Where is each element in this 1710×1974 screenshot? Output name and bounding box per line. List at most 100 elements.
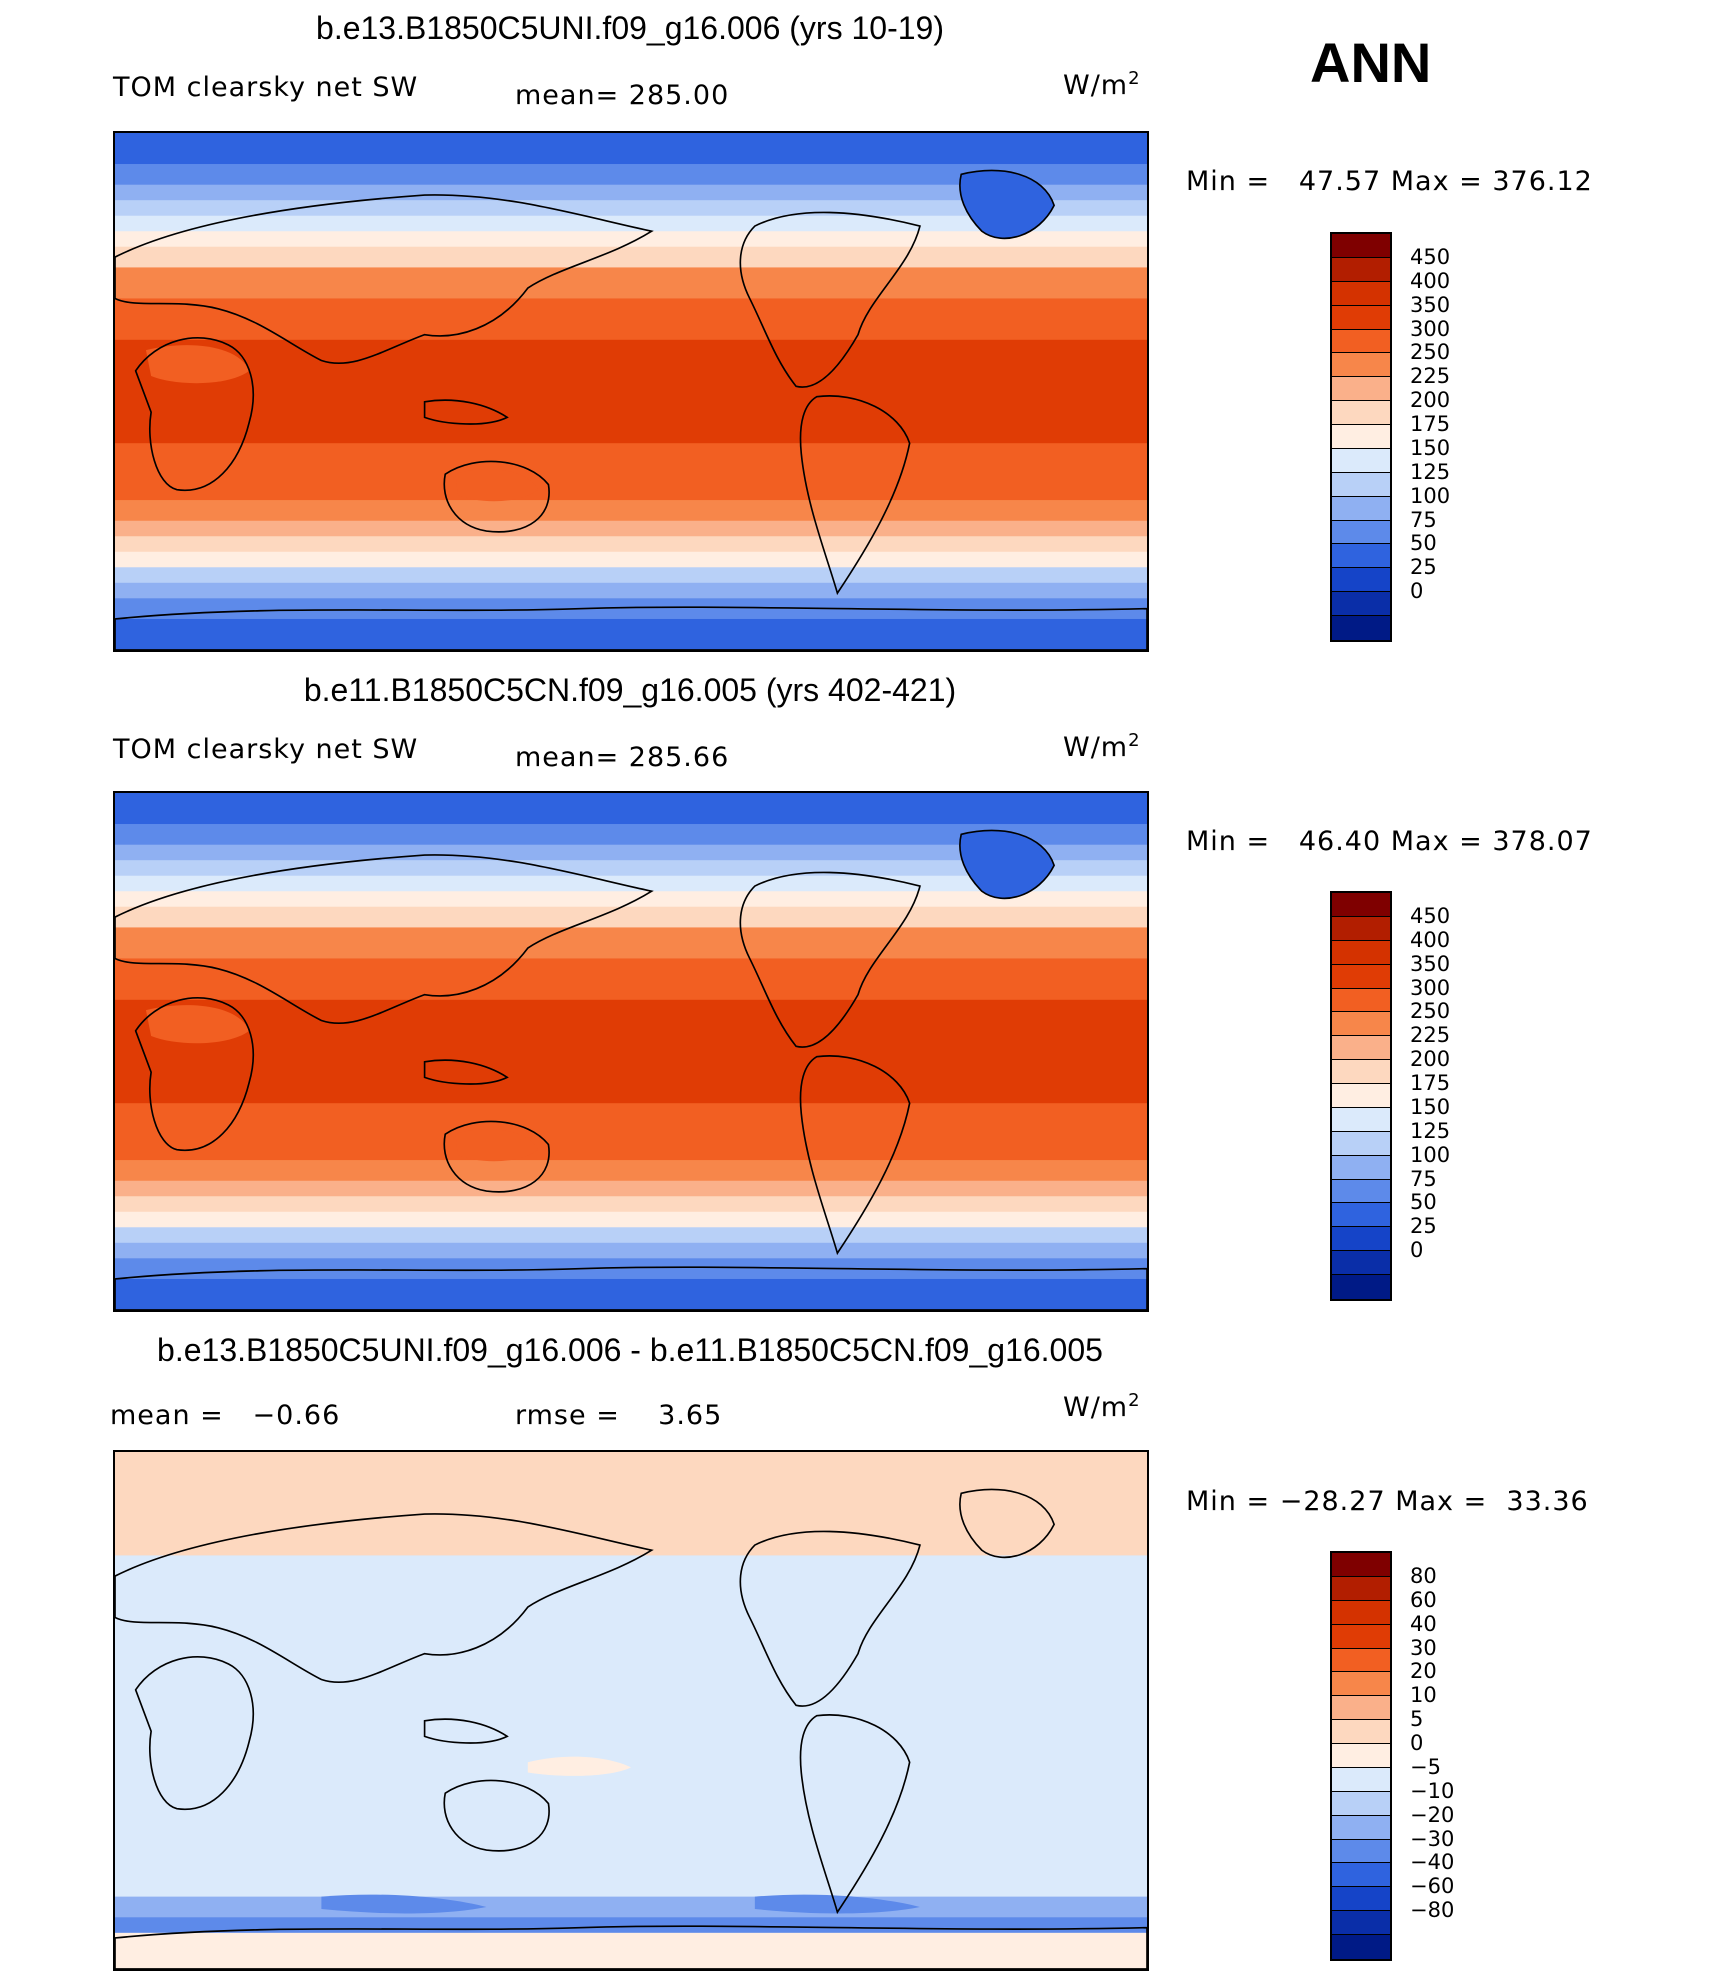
colorbar-tick-label: 250 — [1410, 999, 1451, 1024]
coastline — [799, 1055, 911, 1256]
map-contour-band — [115, 999, 1147, 1104]
map-contour-band — [115, 133, 1147, 165]
map-contour-band — [115, 184, 1147, 201]
colorbar-swatch — [1332, 1107, 1390, 1132]
map-anomaly-patch — [527, 1756, 631, 1776]
colorbar-swatch — [1332, 592, 1390, 616]
panel-2-min-max: Min = 46.40 Max = 378.07 — [1186, 826, 1593, 857]
colorbar-swatch — [1332, 305, 1390, 330]
coastline — [799, 1714, 911, 1915]
colorbar-swatch — [1332, 1911, 1390, 1935]
colorbar-swatch — [1332, 1251, 1390, 1275]
panel-1-mean-label: mean= 285.00 — [515, 80, 730, 111]
colorbar-tick-label: −10 — [1410, 1778, 1455, 1803]
colorbar-tick-label: 450 — [1410, 244, 1451, 269]
panel-3-mean-label: mean = −0.66 — [110, 1400, 341, 1431]
colorbar-swatch — [1332, 1036, 1390, 1061]
colorbar-swatch — [1332, 1227, 1390, 1252]
map-contour-band — [115, 551, 1147, 568]
colorbar-swatch — [1332, 1744, 1390, 1768]
colorbar-swatch — [1332, 281, 1390, 306]
coastline — [115, 1925, 1147, 1969]
coastline — [739, 871, 921, 1048]
map-anomaly-patch — [321, 1508, 508, 1546]
panel-2-map — [113, 791, 1149, 1312]
map-contour-band — [115, 1160, 1147, 1182]
map-anomaly-patch — [692, 1519, 859, 1548]
panel-2-title: b.e11.B1850C5CN.f09_g16.005 (yrs 402-421… — [303, 672, 957, 708]
colorbar-swatch — [1332, 1791, 1390, 1816]
colorbar-swatch — [1332, 329, 1390, 354]
colorbar-swatch — [1332, 940, 1390, 965]
colorbar-tick-label: 150 — [1410, 1094, 1451, 1119]
panel-3-rmse-label: rmse = 3.65 — [515, 1400, 723, 1431]
colorbar-swatch — [1332, 1863, 1390, 1888]
map-contour-band — [115, 500, 1147, 522]
colorbar-swatch — [1332, 1935, 1390, 1959]
colorbar-swatch — [1332, 1155, 1390, 1180]
colorbar-tick-label: −40 — [1410, 1850, 1455, 1875]
panel-3-map — [113, 1450, 1149, 1971]
map-contour-band — [115, 1242, 1147, 1259]
map-contour-band — [115, 582, 1147, 599]
colorbar-tick-label: −60 — [1410, 1874, 1455, 1899]
map-land-patch — [959, 170, 1055, 239]
map-contour-band — [115, 1917, 1147, 1934]
panel-3-min-max: Min = −28.27 Max = 33.36 — [1186, 1486, 1589, 1517]
panel-2-map-svg — [115, 793, 1147, 1310]
colorbar-tick-label: 400 — [1410, 268, 1451, 293]
panel-3-map-svg — [115, 1452, 1147, 1969]
panel-2-mean-label: mean= 285.66 — [515, 742, 730, 773]
panel-2-colorbar — [1330, 891, 1392, 1301]
season-label: ANN — [1310, 31, 1432, 94]
coastline — [959, 1488, 1056, 1559]
coastline — [443, 460, 550, 533]
colorbar-tick-label: 50 — [1410, 531, 1437, 556]
colorbar-tick-label: −30 — [1410, 1826, 1455, 1851]
map-contour-band — [115, 267, 1147, 300]
colorbar-swatch — [1332, 1696, 1390, 1721]
colorbar-swatch — [1332, 1576, 1390, 1601]
colorbar-tick-label: 40 — [1410, 1611, 1437, 1636]
coastline — [115, 1513, 654, 1684]
map-contour-band — [115, 1258, 1147, 1280]
colorbar-swatch — [1332, 234, 1390, 258]
coastline — [423, 1059, 509, 1085]
panel-2-units: W/m2 — [1063, 730, 1141, 763]
colorbar-swatch — [1332, 893, 1390, 917]
map-contour-band — [115, 927, 1147, 960]
map-contour-band — [115, 1196, 1147, 1213]
colorbar-swatch — [1332, 568, 1390, 593]
colorbar-tick-label: 75 — [1410, 507, 1437, 532]
colorbar-swatch — [1332, 988, 1390, 1013]
map-contour-band — [115, 891, 1147, 908]
colorbar-swatch — [1332, 1600, 1390, 1625]
map-contour-band — [115, 231, 1147, 248]
panel-2-variable-label: TOM clearsky net SW — [113, 734, 419, 765]
colorbar-swatch — [1332, 1084, 1390, 1108]
colorbar-tick-label: 225 — [1410, 364, 1451, 389]
map-land-patch — [145, 1005, 250, 1044]
colorbar-tick-label: 5 — [1410, 1707, 1424, 1732]
panel-1-map — [113, 131, 1149, 652]
colorbar-swatch — [1332, 257, 1390, 282]
map-contour-band — [115, 824, 1147, 846]
coastline — [739, 211, 921, 388]
colorbar-swatch — [1332, 1012, 1390, 1037]
panel-1-title: b.e13.B1850C5UNI.f09_g16.006 (yrs 10-19) — [316, 10, 944, 46]
coastline — [799, 395, 911, 596]
map-contour-band — [115, 339, 1147, 444]
map-contour-band — [115, 298, 1147, 341]
colorbar-swatch — [1332, 1767, 1390, 1792]
coastline — [443, 1120, 550, 1193]
map-contour-band — [115, 793, 1147, 825]
colorbar-tick-label: 125 — [1410, 459, 1451, 484]
colorbar-tick-label: 20 — [1410, 1659, 1437, 1684]
colorbar-tick-label: 300 — [1410, 316, 1451, 341]
colorbar-tick-label: 300 — [1410, 975, 1451, 1000]
map-contour-band — [115, 598, 1147, 620]
colorbar-swatch — [1332, 353, 1390, 378]
panel-1-map-svg — [115, 133, 1147, 650]
map-contour-band — [115, 200, 1147, 217]
colorbar-swatch — [1332, 1648, 1390, 1673]
